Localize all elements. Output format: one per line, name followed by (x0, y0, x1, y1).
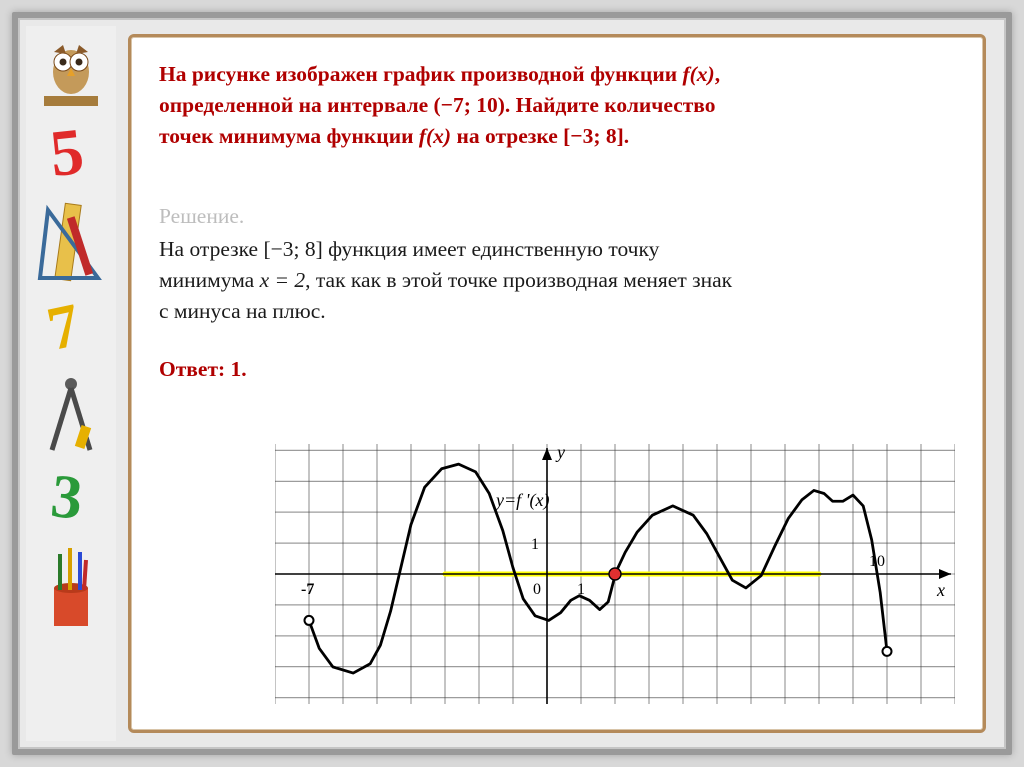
svg-text:1: 1 (577, 581, 585, 598)
compass-icon (31, 372, 111, 456)
svg-text:1: 1 (531, 536, 539, 553)
problem-text: на отрезке [−3; 8]. (451, 124, 629, 148)
svg-text:y=f '(x): y=f '(x) (494, 490, 549, 511)
digit-3-icon: 3 (31, 464, 111, 534)
solution-fragment: , так как в этой точке производная меняе… (305, 268, 732, 292)
svg-text:0: 0 (533, 581, 541, 598)
presentation-frame: 5 7 3 (12, 12, 1012, 755)
decorative-sidebar: 5 7 3 (26, 26, 116, 741)
chart-svg: y x 0 1 1 -7 10 y=f '(x) (275, 444, 955, 704)
ruler-tools-icon (31, 198, 111, 286)
svg-text:7: 7 (42, 294, 86, 364)
svg-text:x: x (936, 580, 945, 600)
solution-fragment: минимума (159, 268, 260, 292)
slide-content: На рисунке изображен график производной … (128, 34, 986, 733)
digit-5-icon: 5 (31, 118, 111, 190)
svg-text:-7: -7 (301, 581, 314, 598)
solution-label: Решение. (159, 201, 955, 232)
fx-symbol: f(x) (682, 62, 714, 86)
owl-icon (31, 32, 111, 110)
fx-symbol: f(x) (419, 124, 451, 148)
problem-statement: На рисунке изображен график производной … (159, 59, 955, 153)
svg-text:10: 10 (869, 553, 885, 570)
pencil-cup-icon (31, 542, 111, 632)
equation: x = 2 (260, 268, 306, 292)
problem-text: определенной на интервале (−7; 10). Найд… (159, 93, 716, 117)
solution-text: минимума x = 2, так как в этой точке про… (159, 265, 955, 296)
svg-text:5: 5 (47, 118, 87, 190)
derivative-chart: y x 0 1 1 -7 10 y=f '(x) (275, 444, 955, 704)
problem-text: точек минимума функции (159, 124, 419, 148)
svg-text:y: y (555, 444, 565, 462)
solution-block: Решение. На отрезке [−3; 8] функция имее… (159, 201, 955, 328)
solution-text: На отрезке [−3; 8] функция имеет единств… (159, 234, 955, 265)
solution-text: с минуса на плюс. (159, 296, 955, 327)
svg-text:3: 3 (48, 464, 86, 533)
problem-text: , (715, 62, 720, 86)
answer-label: Ответ: 1. (159, 357, 955, 382)
problem-text: На рисунке изображен график производной … (159, 62, 682, 86)
digit-7-icon: 7 (31, 294, 111, 364)
